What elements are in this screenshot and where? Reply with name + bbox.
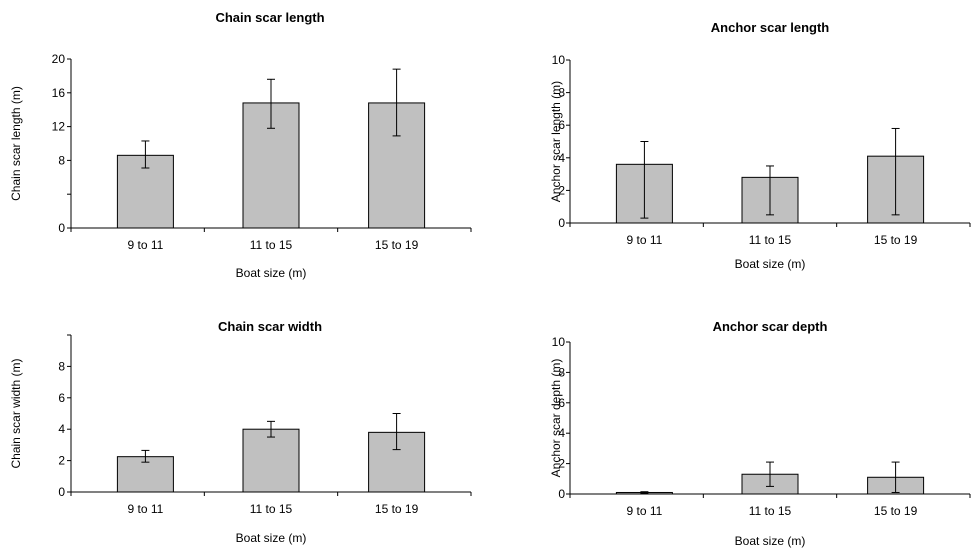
y-axis-label: Anchor scar depth (m) xyxy=(549,359,563,478)
y-tick-label: 6 xyxy=(558,118,565,132)
y-tick-label: 0 xyxy=(58,485,65,499)
y-tick-label: 8 xyxy=(58,359,65,373)
y-tick-label: 10 xyxy=(552,335,566,349)
x-tick-label: 15 to 19 xyxy=(874,233,918,247)
x-tick-label: 15 to 19 xyxy=(874,504,918,518)
y-tick-label: 0 xyxy=(58,221,65,235)
chart-title: Chain scar length xyxy=(215,10,324,25)
chart-title: Chain scar width xyxy=(218,319,322,334)
x-axis-label: Boat size (m) xyxy=(735,534,806,548)
x-tick-label: 15 to 19 xyxy=(375,502,419,516)
chart-panel-3: Chain scar width 0 2 4 6 8 9 to 11 11 to 15 15 t… xyxy=(9,319,472,545)
y-tick-label: 6 xyxy=(58,391,65,405)
y-tick-label: 4 xyxy=(58,422,65,436)
y-tick-label: 12 xyxy=(52,120,66,134)
y-axis-label: Chain scar length (m) xyxy=(9,86,23,201)
y-axis-label: Chain scar width (m) xyxy=(9,358,23,468)
x-tick-label: 11 to 15 xyxy=(250,502,293,516)
x-tick-label: 11 to 15 xyxy=(250,238,293,252)
y-tick-label: 16 xyxy=(52,86,66,100)
y-tick-label: 20 xyxy=(52,52,66,66)
bar xyxy=(242,428,300,493)
chart-title: Anchor scar length xyxy=(711,20,830,35)
y-axis-label: Anchor scar length (m) xyxy=(549,81,563,202)
x-tick-label: 9 to 11 xyxy=(626,504,662,518)
y-tick-label: 4 xyxy=(558,426,565,440)
y-tick-label: 0 xyxy=(558,216,565,230)
y-tick-label: 2 xyxy=(58,454,65,468)
y-tick-label: 8 xyxy=(558,86,565,100)
x-axis-label: Boat size (m) xyxy=(236,266,307,280)
y-tick-label: 8 xyxy=(558,365,565,379)
chart-panel-2: Anchor scar length 0 2 4 6 8 10 9 to 11 11 to 15… xyxy=(549,20,971,271)
y-tick-label: 0 xyxy=(558,487,565,501)
chart-panel-4: Anchor scar depth 0 2 4 6 8 10 9 to 11 11 to 15 1… xyxy=(549,319,971,548)
y-tick-label: 10 xyxy=(552,53,566,67)
y-tick-label: 4 xyxy=(558,151,565,165)
chart-panel-1: Chain scar length 0 8 12 16 20 9 to 11 11 to 15… xyxy=(9,10,472,280)
x-axis-label: Boat size (m) xyxy=(735,257,806,271)
x-tick-label: 11 to 15 xyxy=(749,504,792,518)
y-tick-label: 8 xyxy=(58,153,65,167)
x-axis-label: Boat size (m) xyxy=(236,531,307,545)
x-tick-label: 9 to 11 xyxy=(127,238,163,252)
x-tick-label: 9 to 11 xyxy=(127,502,163,516)
x-tick-label: 11 to 15 xyxy=(749,233,792,247)
y-tick-label: 2 xyxy=(558,183,565,197)
x-tick-label: 15 to 19 xyxy=(375,238,419,252)
chart-title: Anchor scar depth xyxy=(713,319,828,334)
x-tick-label: 9 to 11 xyxy=(626,233,662,247)
y-tick-label: 6 xyxy=(558,396,565,410)
y-tick-label: 2 xyxy=(558,457,565,471)
